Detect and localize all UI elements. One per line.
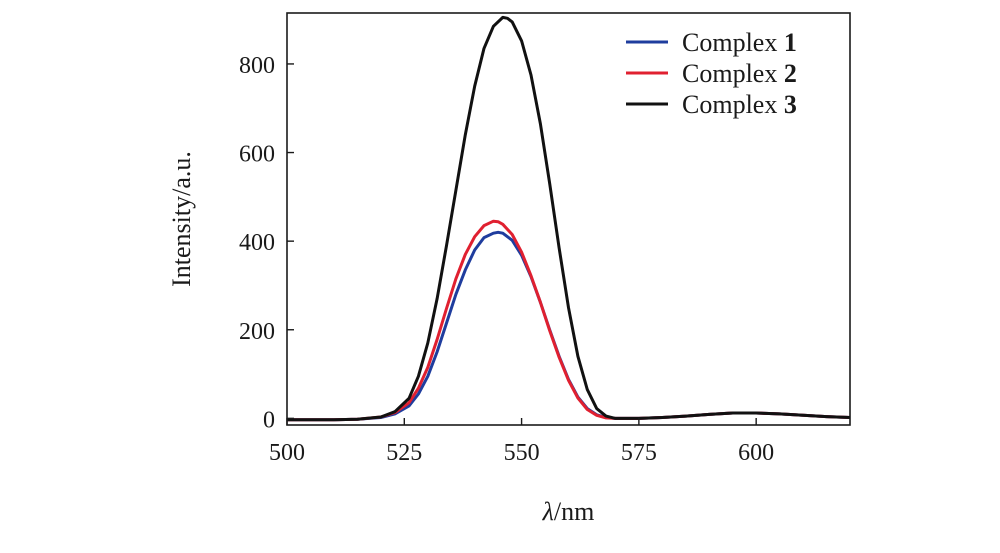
y-tick-label: 0 [263, 407, 275, 433]
legend-label-prefix: Complex [682, 90, 784, 119]
y-tick-label: 200 [239, 319, 275, 345]
x-axis-label: λ/nm [542, 497, 595, 526]
ticks-layer: 500 525 550 575 600 0 200 400 600 800 [239, 53, 774, 466]
x-tick-label: 600 [738, 440, 774, 466]
legend-label-prefix: Complex [682, 59, 784, 88]
x-tick-label: 525 [386, 440, 422, 466]
series-line-complex-1 [287, 230, 850, 422]
legend-label-complex-2: Complex 2 [682, 59, 797, 88]
legend-label-prefix: Complex [682, 28, 784, 57]
x-tick-label: 550 [504, 440, 540, 466]
plot-frame [286, 12, 851, 426]
y-tick-label: 800 [239, 53, 275, 79]
series-line-complex-3 [287, 15, 850, 422]
x-axis-label-unit: /nm [554, 497, 594, 526]
x-tick-label: 575 [621, 440, 657, 466]
legend-label-complex-3: Complex 3 [682, 90, 797, 119]
y-axis-label: Intensity/a.u. [167, 151, 196, 287]
y-tick-label: 400 [239, 230, 275, 256]
legend-label-complex-1: Complex 1 [682, 28, 797, 57]
legend-label-number: 3 [784, 90, 797, 119]
plot-layer [287, 15, 850, 422]
legend-label-number: 1 [784, 28, 797, 57]
series-line-complex-2 [287, 219, 850, 422]
x-tick-label: 500 [269, 440, 305, 466]
x-axis-label-symbol: λ [542, 497, 554, 526]
y-tick-label: 600 [239, 142, 275, 168]
legend-label-number: 2 [784, 59, 797, 88]
